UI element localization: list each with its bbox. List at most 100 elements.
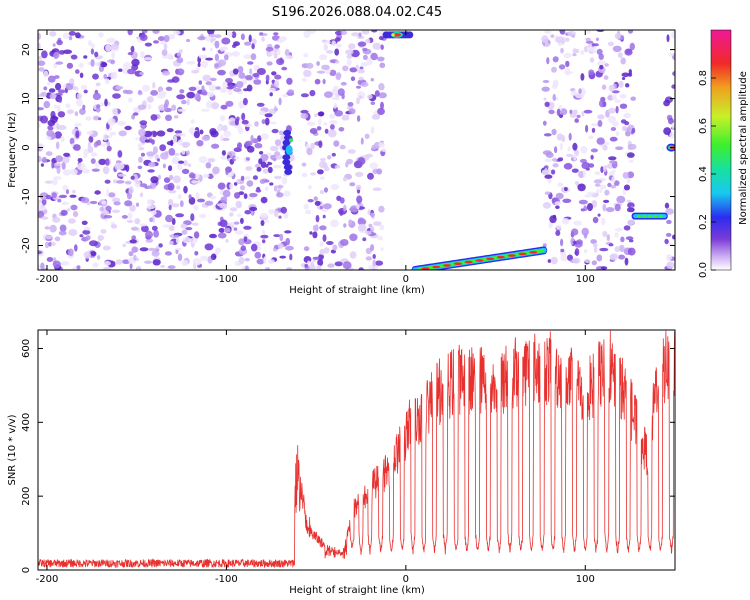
spectrogram-cell xyxy=(330,219,339,228)
spectrogram-cell xyxy=(222,46,229,51)
spectrogram-cell xyxy=(276,184,284,189)
spectrogram-cell xyxy=(155,246,160,250)
spectrogram-cell xyxy=(233,182,238,186)
spectrogram-cell xyxy=(572,257,581,264)
spectrogram-cell xyxy=(131,246,138,253)
spectrogram-cell xyxy=(93,115,100,121)
spectrogram-cell xyxy=(557,157,564,162)
spectrogram-cell xyxy=(271,71,277,76)
spectrogram-cell xyxy=(45,235,53,240)
spectrogram-cell xyxy=(340,30,347,36)
spectrogram-cell xyxy=(62,184,68,191)
spectrogram-cell xyxy=(163,177,171,184)
spectrogram-noise xyxy=(38,30,675,270)
spectrogram-cell xyxy=(551,66,557,73)
spectrogram-cell xyxy=(329,69,337,77)
feature-top-core xyxy=(391,33,395,37)
spectrogram-cell xyxy=(557,182,564,187)
spectrogram-cell xyxy=(52,260,61,269)
spectrogram-cell xyxy=(152,146,158,155)
spectrogram-cell xyxy=(357,223,367,232)
spectrogram-cell xyxy=(186,91,196,99)
spectrogram-cell xyxy=(168,204,172,211)
colorbar-tick-label: 0.0 xyxy=(698,262,709,278)
spectrogram-cell xyxy=(333,103,338,109)
spectrogram-cell xyxy=(188,127,196,134)
spectrogram-cell xyxy=(334,37,341,42)
spectrogram-features xyxy=(282,31,675,270)
spectrogram-cell xyxy=(51,178,58,186)
spectrogram-cell xyxy=(273,105,277,113)
spectrogram-cell xyxy=(60,135,65,143)
spectrogram-cell xyxy=(70,54,78,60)
spectrogram-cell xyxy=(316,61,320,66)
spectrogram-cell xyxy=(571,228,579,236)
spectrogram-cell xyxy=(342,261,352,270)
spectrogram-cell xyxy=(60,261,70,266)
spectrogram-cell xyxy=(551,84,558,89)
spectrogram-cell xyxy=(362,54,368,61)
spectrogram-cell xyxy=(85,116,92,121)
feature-blob-halo xyxy=(284,169,293,175)
spectrogram-cell xyxy=(138,90,142,94)
spectrogram-cell xyxy=(177,194,182,200)
spectrogram-cell xyxy=(672,234,675,240)
spectrogram-cell xyxy=(300,113,309,119)
spectrogram-cell xyxy=(574,181,580,185)
spectrogram-cell xyxy=(558,64,566,70)
spectrogram-cell xyxy=(241,112,246,121)
spectrogram-cell xyxy=(102,245,111,251)
spectrogram-cell xyxy=(347,149,356,154)
spectrogram-cell xyxy=(110,43,119,50)
spectrogram-cell xyxy=(358,267,364,270)
spectrogram-cell xyxy=(124,200,133,207)
spectrogram-cell xyxy=(238,256,245,265)
spectrogram-cell xyxy=(62,169,71,176)
spectrogram-cell xyxy=(259,179,266,184)
spectrogram-cell xyxy=(249,68,253,75)
spectrogram-cell xyxy=(74,244,78,252)
y-tick-label: 10 xyxy=(21,92,32,105)
spectrogram-cell xyxy=(313,196,318,201)
spectrogram-cell xyxy=(270,145,278,152)
spectrogram-cell xyxy=(199,129,204,135)
spectrogram-cell xyxy=(66,62,74,69)
spectrogram-cell xyxy=(560,238,564,247)
spectrogram-cell xyxy=(308,264,316,270)
spectrogram-cell xyxy=(623,112,632,119)
spectrogram-cell xyxy=(268,209,275,215)
spectrogram-cell xyxy=(278,215,282,219)
spectrogram-cell xyxy=(326,50,334,54)
spectrogram-cell xyxy=(561,218,570,225)
spectrogram-cell xyxy=(621,77,626,80)
spectrogram-cell xyxy=(303,30,311,38)
spectrogram-cell xyxy=(151,225,158,231)
spectrogram-cell xyxy=(102,166,110,175)
spectrogram-cell xyxy=(628,239,634,243)
spectrogram-cell xyxy=(274,209,279,218)
spectrogram-cell xyxy=(362,47,368,52)
spectrogram-cell xyxy=(574,248,580,257)
spectrogram-cell xyxy=(563,163,573,170)
spectrogram-cell xyxy=(628,159,634,163)
spectrogram-cell xyxy=(591,200,598,208)
feature-blob xyxy=(285,145,293,155)
spectrogram-cell xyxy=(76,265,81,270)
spectrogram-cell xyxy=(360,82,369,87)
spectrogram-cell xyxy=(542,243,547,248)
spectrogram-cell xyxy=(309,231,313,235)
spectrogram-cell xyxy=(625,236,634,241)
spectrogram-cell xyxy=(370,78,374,82)
spectrogram-cell xyxy=(342,176,348,182)
spectrogram-cell xyxy=(202,74,212,82)
spectrogram-cell xyxy=(590,123,600,127)
spectrogram-cell xyxy=(57,89,66,94)
spectrogram-cell xyxy=(542,202,552,209)
spectrogram-cell xyxy=(161,70,171,76)
spectrogram-cell xyxy=(217,232,227,239)
spectrogram-cell xyxy=(343,204,347,212)
spectrogram-cell xyxy=(271,128,279,134)
spectrogram-cell xyxy=(188,194,192,200)
spectrogram-cell xyxy=(152,30,160,34)
